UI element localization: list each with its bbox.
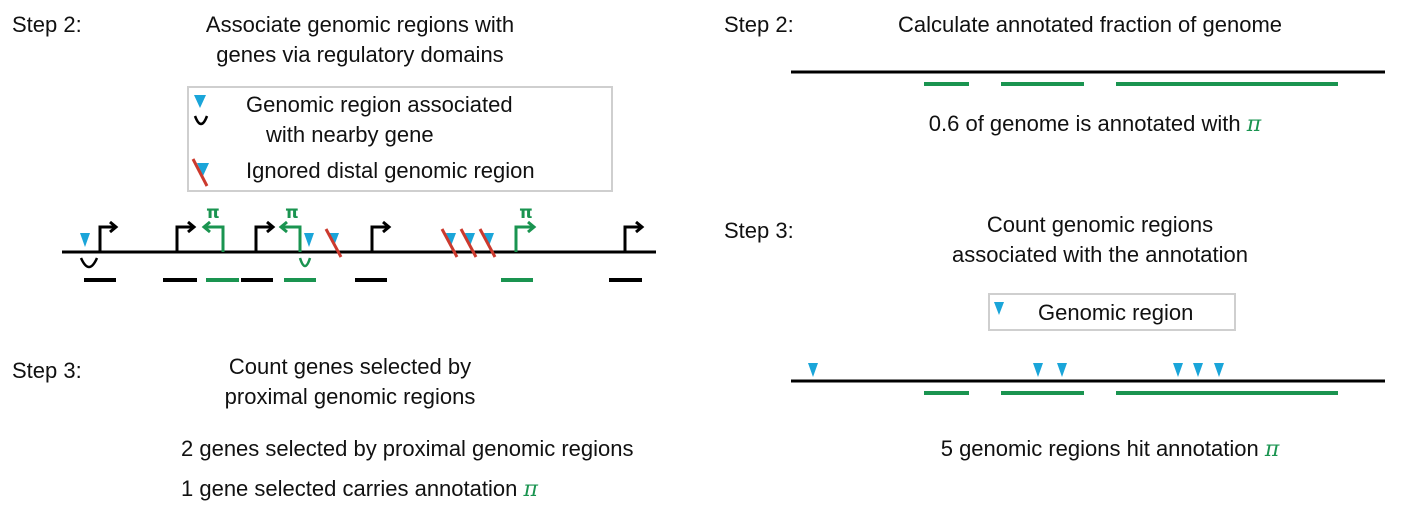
genomic-region-icon xyxy=(1057,363,1067,377)
left-step3-label: Step 3: xyxy=(12,358,82,383)
association-arc-icon xyxy=(79,257,99,269)
ignored-region-icon xyxy=(324,228,343,258)
left-step2-title-line1: Associate genomic regions with xyxy=(205,12,515,37)
legend-ignored-label: Ignored distal genomic region xyxy=(246,158,535,183)
genomic-region-icon xyxy=(80,233,90,247)
pi-symbol: π xyxy=(523,477,538,502)
ignored-region-icon xyxy=(440,228,459,258)
right-step3-label: Step 3: xyxy=(724,218,794,243)
right-legend-label: Genomic region xyxy=(1038,300,1194,325)
pi-label: π xyxy=(519,203,532,223)
left-legend xyxy=(187,86,613,192)
legend-ignored-icon xyxy=(191,158,209,187)
gene-promoter-icon xyxy=(98,220,119,252)
left-step3-title-line2: proximal genomic regions xyxy=(224,384,476,409)
annotated-gene-promoter-icon xyxy=(514,220,537,252)
genomic-region-icon xyxy=(1193,363,1203,377)
annotated-fraction: 0.6 xyxy=(928,111,960,136)
gene-promoter-icon xyxy=(254,220,276,252)
genomic-region-icon xyxy=(1214,363,1224,377)
right-step3-title-line1: Count genomic regions xyxy=(986,212,1214,237)
annotated-gene-promoter-icon xyxy=(201,220,225,252)
gene-promoter-icon xyxy=(370,220,392,252)
ignored-region-icon xyxy=(459,228,478,258)
legend-associated-label-line1: Genomic region associated xyxy=(246,92,513,117)
pi-symbol: π xyxy=(1264,437,1280,462)
right-step2-title: Calculate annotated fraction of genome xyxy=(897,12,1283,37)
right-step2-label: Step 2: xyxy=(724,12,794,37)
genomic-region-icon xyxy=(1173,363,1183,377)
legend-associated-label-line2: with nearby gene xyxy=(266,122,434,147)
association-arc-icon xyxy=(298,257,312,268)
gene-promoter-icon xyxy=(623,220,645,252)
gene-promoter-icon xyxy=(175,220,197,252)
legend-arc-icon xyxy=(193,115,209,126)
left-step2-label: Step 2: xyxy=(12,12,82,37)
right-step2-result: 0.6 of genome is annotated with π xyxy=(860,111,1330,138)
right-step3-title-line2: associated with the annotation xyxy=(952,242,1248,267)
right-legend xyxy=(988,293,1236,331)
result2-text: 1 gene selected carries annotation xyxy=(181,476,524,501)
right-step3-result: 5 genomic regions hit annotation π xyxy=(860,436,1360,463)
pi-label: π xyxy=(206,203,219,223)
annotated-gene-promoter-icon xyxy=(278,220,302,252)
left-step3-result1: 2 genes selected by proximal genomic reg… xyxy=(181,436,634,461)
left-step3-title-line1: Count genes selected by xyxy=(228,354,472,379)
right-step2-result-text: of genome is annotated with xyxy=(959,111,1247,136)
genomic-region-icon xyxy=(304,233,314,247)
hit-count: 5 xyxy=(940,436,953,461)
pi-symbol: π xyxy=(1246,112,1262,137)
ignored-region-icon xyxy=(478,228,497,258)
left-step3-result2: 1 gene selected carries annotation π xyxy=(181,476,538,503)
legend-region-icon xyxy=(194,95,206,108)
left-step2-title-line2: genes via regulatory domains xyxy=(216,42,504,67)
pi-label: π xyxy=(285,203,298,223)
genomic-region-icon xyxy=(808,363,818,377)
genomic-region-icon xyxy=(1033,363,1043,377)
legend-region-icon xyxy=(994,302,1004,315)
right-step3-result-text: genomic regions hit annotation xyxy=(952,436,1265,461)
